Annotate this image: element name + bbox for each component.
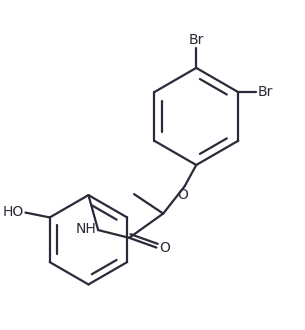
Text: O: O [159,241,170,254]
Text: HO: HO [2,205,23,218]
Text: Br: Br [258,85,273,99]
Text: Br: Br [188,33,204,47]
Text: O: O [177,188,188,202]
Text: NH: NH [75,222,96,236]
